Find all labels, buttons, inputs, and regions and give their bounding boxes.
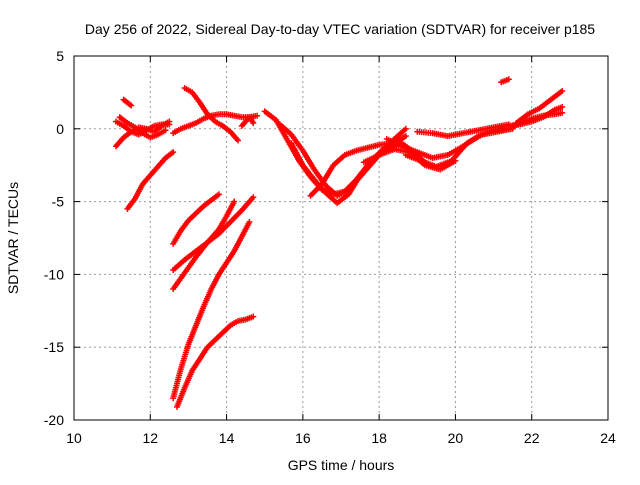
x-tick-label: 18 [371, 430, 387, 446]
data-point [559, 109, 566, 116]
data-point [505, 76, 512, 83]
y-tick-label: -10 [44, 266, 64, 282]
data-point [250, 194, 257, 201]
x-tick-label: 24 [600, 430, 616, 446]
data-point [250, 313, 257, 320]
x-axis-label: GPS time / hours [288, 457, 395, 473]
y-tick-label: -15 [44, 339, 64, 355]
grid-lines [74, 56, 608, 420]
x-tick-label: 14 [219, 430, 235, 446]
y-tick-label: 0 [56, 121, 64, 137]
y-tick-label: 5 [56, 48, 64, 64]
data-point [250, 119, 257, 126]
data-point [402, 133, 409, 140]
x-tick-label: 20 [448, 430, 464, 446]
data-point [559, 103, 566, 110]
data-point [235, 137, 242, 144]
data-point [162, 127, 169, 134]
data-point [559, 87, 566, 94]
y-tick-label: -5 [52, 194, 65, 210]
x-tick-label: 12 [142, 430, 158, 446]
data-point [215, 191, 222, 198]
data-point [402, 125, 409, 132]
plot-frame [73, 55, 609, 421]
chart-title: Day 256 of 2022, Sidereal Day-to-day VTE… [85, 21, 595, 37]
data-point [231, 198, 238, 205]
data-point [166, 121, 173, 128]
x-tick-label: 22 [524, 430, 540, 446]
y-tick-label: -20 [44, 412, 64, 428]
data-points [112, 76, 566, 410]
y-axis-label: SDTVAR / TECUs [5, 182, 21, 294]
data-point [170, 149, 177, 156]
data-point [128, 102, 135, 109]
data-point [254, 112, 261, 119]
x-tick-label: 16 [295, 430, 311, 446]
data-point [246, 218, 253, 225]
x-tick-label: 10 [66, 430, 82, 446]
axis-ticks: 10 12 14 16 18 20 22 24 5 0 -5 -10 -15 -20 [44, 48, 616, 446]
